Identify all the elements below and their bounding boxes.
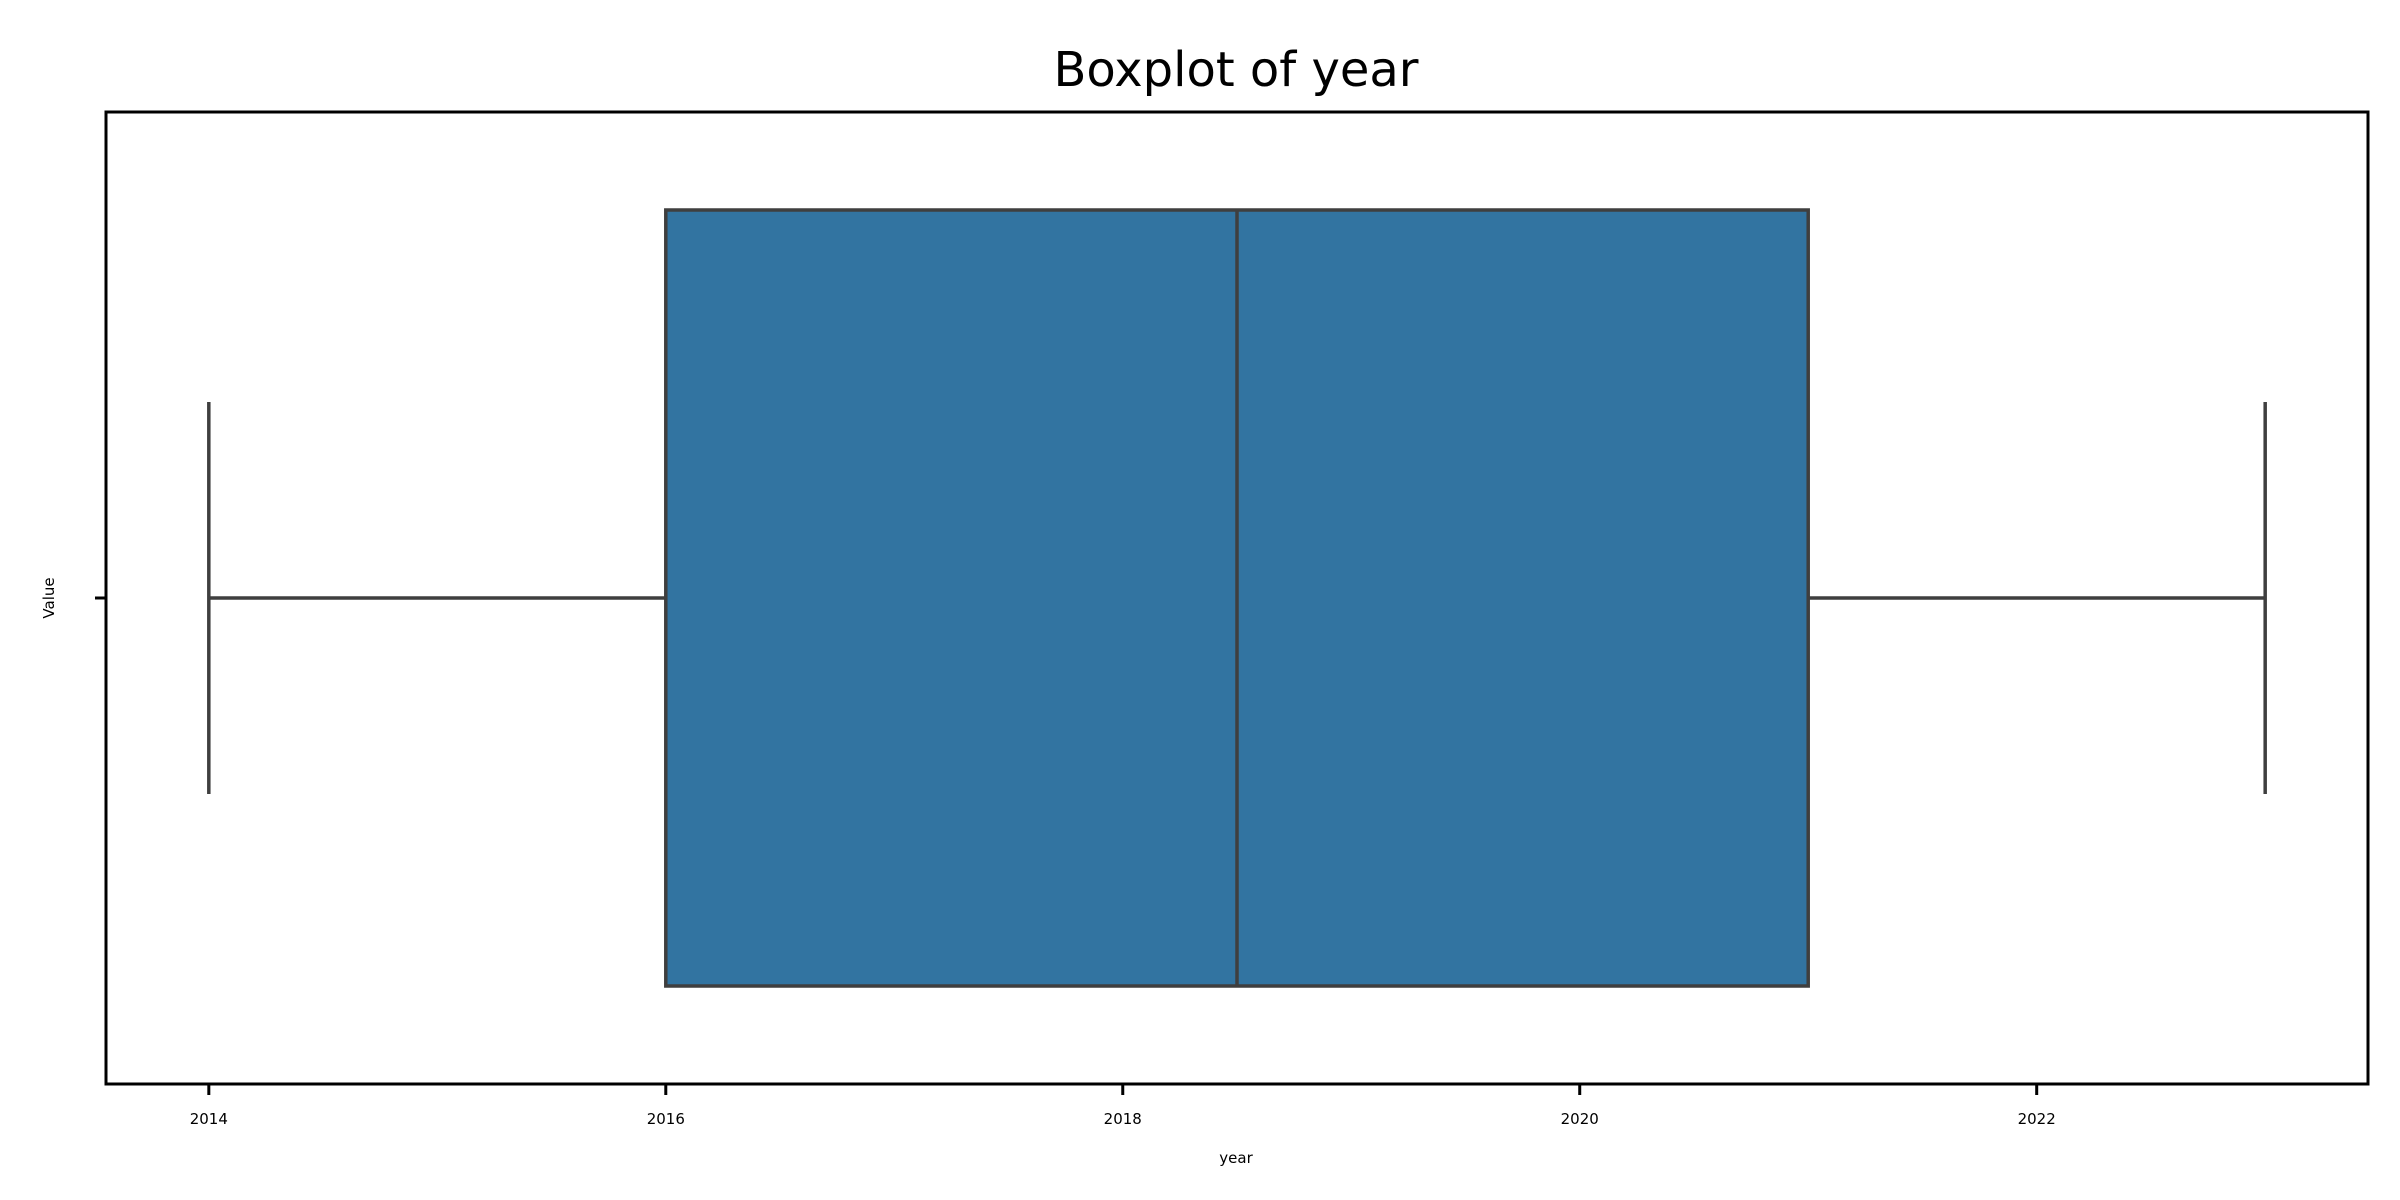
x-tick-label: 2016 xyxy=(647,1110,685,1128)
x-tick-label: 2020 xyxy=(1561,1110,1599,1128)
x-tick-label: 2022 xyxy=(2018,1110,2056,1128)
y-axis-label: Value xyxy=(40,577,58,618)
x-tick-label: 2018 xyxy=(1104,1110,1142,1128)
x-axis-label: year xyxy=(1219,1149,1253,1167)
x-tick-label: 2014 xyxy=(190,1110,228,1128)
x-axis-ticks: 2014 2016 2018 2020 2022 xyxy=(190,1084,2056,1128)
chart-title: Boxplot of year xyxy=(1053,42,1418,98)
chart-marks xyxy=(207,208,2267,988)
